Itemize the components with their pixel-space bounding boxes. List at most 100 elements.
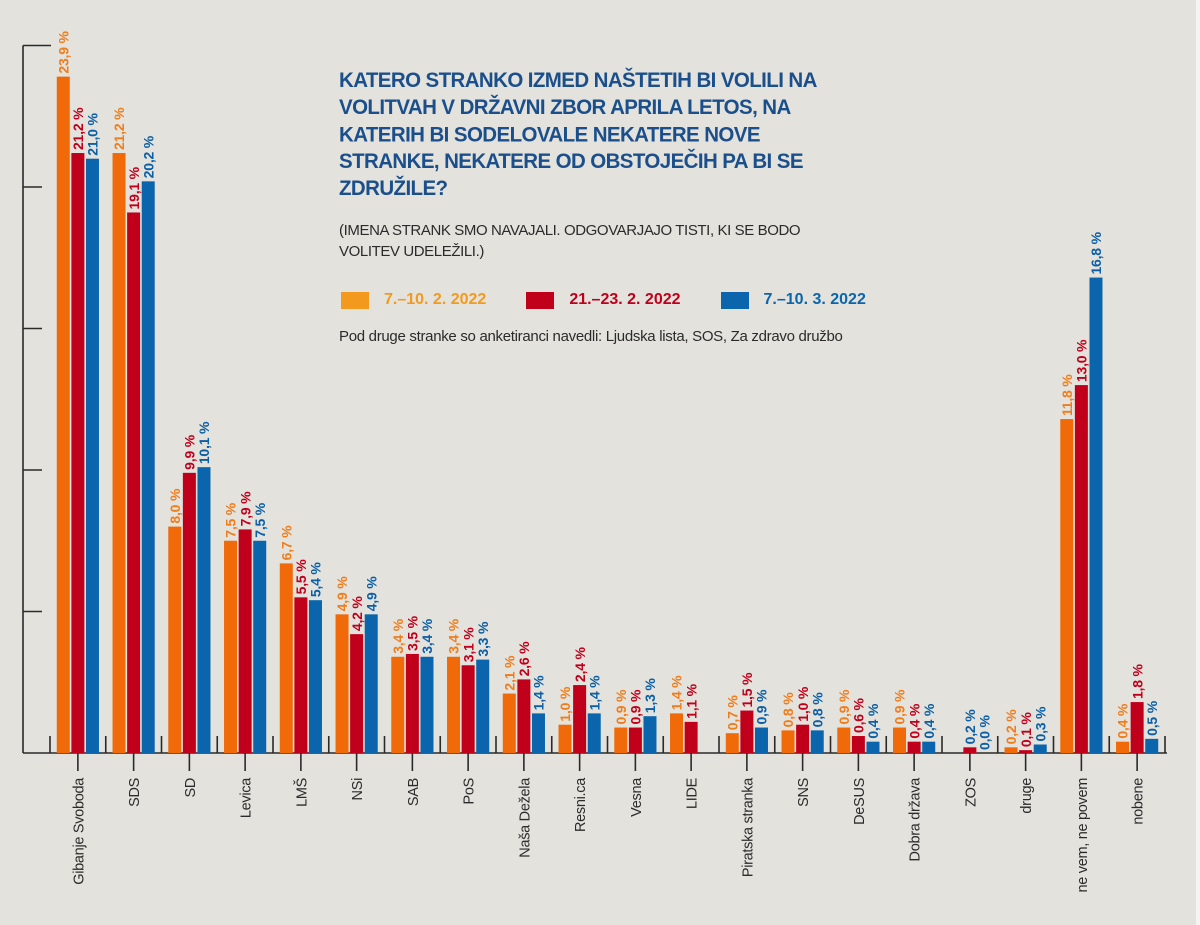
legend-item-series-3: 7.–10. 3. 2022 [720, 291, 866, 309]
bar-value-label: 0,9 % [754, 689, 770, 725]
bar-value-label: 1,3 % [642, 678, 658, 714]
bar-series-1 [447, 656, 461, 753]
bar-value-label: 0,8 % [780, 692, 796, 728]
bar-value-label: 10,1 % [196, 421, 212, 464]
chart-axes [22, 44, 1167, 771]
bar-value-label: 21,0 % [85, 113, 101, 156]
bar-value-label: 3,5 % [405, 615, 421, 651]
x-category-label: Levica [239, 777, 255, 818]
legend-item-series-1: 7.–10. 2. 2022 [341, 291, 486, 309]
bar-value-label: 3,1 % [460, 627, 476, 663]
bar-series-2 [182, 472, 196, 753]
bar-series-1 [1060, 419, 1074, 753]
bar-series-3 [85, 158, 99, 753]
x-category-label: Piratska stranka [740, 777, 756, 877]
bar-value-label: 5,5 % [293, 559, 309, 595]
bar-series-2 [294, 597, 308, 753]
x-category-label: SDS [127, 778, 143, 807]
bar-series-3 [141, 181, 155, 754]
bar-series-2 [350, 634, 364, 753]
bar-series-3 [866, 741, 880, 753]
bar-series-3 [531, 713, 545, 753]
bar-value-label: 2,6 % [516, 641, 532, 677]
bar-value-label: 9,9 % [182, 434, 198, 470]
bar-series-3 [810, 730, 824, 753]
bar-value-label: 1,5 % [739, 672, 755, 708]
bar-series-3 [643, 716, 657, 753]
bar-series-3 [754, 727, 768, 753]
bar-value-label: 16,8 % [1088, 231, 1104, 274]
bar-series-2 [907, 741, 921, 753]
bar-value-label: 5,4 % [308, 562, 324, 598]
bar-value-label: 21,2 % [70, 107, 86, 150]
x-category-label: Dobra država [908, 777, 924, 862]
bar-value-label: 0,2 % [962, 709, 978, 745]
bar-value-label: 0,9 % [628, 689, 644, 725]
bar-series-3 [420, 656, 434, 753]
bar-value-label: 7,5 % [223, 502, 239, 538]
bar-value-label: 0,9 % [836, 689, 852, 725]
bar-series-1 [1004, 747, 1018, 753]
bar-series-2 [851, 736, 865, 753]
x-category-label: Gibanje Svoboda [71, 777, 87, 885]
bar-value-label: 0,2 % [1003, 709, 1019, 745]
bar-series-1 [112, 153, 126, 754]
bar-series-1 [168, 526, 182, 753]
bar-value-label: 0,4 % [865, 703, 881, 739]
bar-series-2 [517, 679, 531, 753]
bar-series-3 [197, 467, 211, 753]
chart-title: KATERO STRANKO IZMED NAŠTETIH BI VOLILI … [339, 68, 817, 201]
bar-value-label: 0,5 % [1144, 700, 1160, 736]
bar-series-2 [684, 721, 698, 753]
bar-series-1 [781, 730, 795, 753]
bar-series-2 [963, 747, 977, 753]
bar-series-3 [1033, 744, 1047, 753]
x-category-label: DeSUS [852, 778, 868, 825]
x-category-label: Vesna [629, 777, 645, 817]
bar-series-2 [127, 212, 141, 754]
bar-value-label: 21,2 % [111, 107, 127, 150]
bar-series-1 [279, 563, 293, 753]
bar-series-2 [405, 653, 419, 753]
x-category-label: nobene [1131, 778, 1147, 825]
bar-value-label: 3,3 % [475, 621, 491, 657]
x-category-label: LIDE [685, 777, 701, 809]
bar-value-label: 0,4 % [921, 703, 937, 739]
bar-value-label: 1,8 % [1129, 664, 1145, 700]
bar-series-3 [922, 741, 936, 753]
bar-value-label: 3,4 % [419, 618, 435, 654]
bar-value-label: 6,7 % [278, 525, 294, 561]
x-category-label: druge [1019, 778, 1035, 814]
chart-legend: 7.–10. 2. 2022 21.–23. 2. 2022 7.–10. 3.… [341, 291, 866, 309]
chart-note: Pod druge stranke so anketiranci navedli… [339, 328, 843, 345]
bar-series-1 [391, 656, 405, 753]
bar-value-label: 2,4 % [572, 647, 588, 683]
bar-series-1 [224, 540, 238, 753]
x-category-label: SNS [796, 778, 812, 807]
bar-value-label: 3,4 % [390, 618, 406, 654]
bar-series-1 [725, 733, 739, 753]
bar-value-label: 23,9 % [55, 30, 71, 73]
bar-series-3 [253, 540, 267, 753]
bar-series-1 [893, 727, 907, 753]
legend-item-series-2: 21.–23. 2. 2022 [526, 291, 681, 309]
bar-value-label: 20,2 % [140, 135, 156, 178]
x-category-label: Resni.ca [573, 777, 589, 832]
x-category-label: PoS [462, 778, 478, 805]
bar-value-label: 0,8 % [809, 692, 825, 728]
bar-series-3 [587, 713, 601, 753]
bar-value-label: 11,8 % [1059, 374, 1075, 416]
x-category-label: SAB [406, 778, 422, 806]
bar-series-3 [1145, 738, 1159, 753]
legend-label: 21.–23. 2. 2022 [569, 291, 681, 308]
bar-value-label: 0,6 % [851, 697, 867, 733]
bar-value-label: 1,0 % [557, 686, 573, 722]
bar-series-1 [670, 713, 684, 753]
chart-value-labels: 23,9 %21,2 %21,0 % 21,2 %19,1 %20,2 %8,0 … [55, 30, 1159, 750]
bar-series-1 [56, 76, 70, 753]
bar-series-1 [614, 727, 628, 753]
bar-value-label: 0,0 % [977, 714, 993, 750]
bar-series-3 [1089, 277, 1103, 753]
x-category-label: ZOS [963, 778, 979, 807]
